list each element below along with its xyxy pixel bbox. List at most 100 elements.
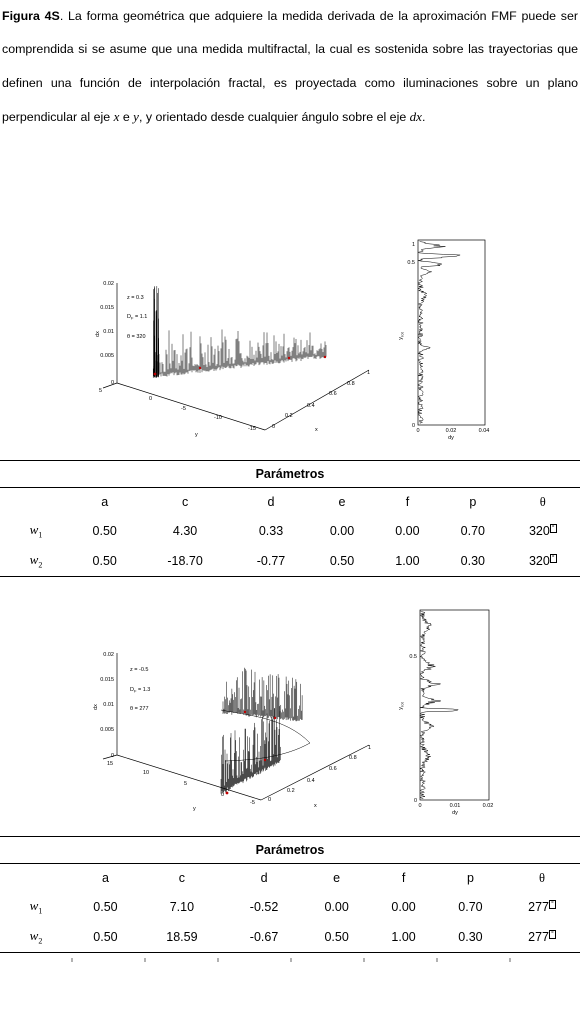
table1-header-f: f [405, 495, 410, 509]
figure2-3d-plot: 0.02 0.015 0.01 0.005 0 dx z = -0.5 DF =… [93, 652, 371, 812]
table1-header-c: c [181, 495, 189, 509]
f1-y-tick-1: 0 [149, 396, 152, 402]
f2-projection-curve [419, 610, 459, 799]
table1-w2-e: 0.50 [309, 546, 375, 577]
var-y: y [133, 109, 139, 125]
f2-dx-tick-2: 0.01 [103, 702, 114, 708]
f1-dx-tick-3: 0.005 [100, 353, 114, 359]
f1-dx-tick-4: 0 [111, 380, 114, 386]
table2-title: Parámetros [0, 836, 580, 864]
table1-w2-p: 0.30 [440, 546, 506, 577]
f1-red-points [153, 355, 327, 376]
degree-symbol-icon: ° [548, 899, 556, 909]
f2p-y-label: yrot [398, 701, 405, 709]
table2-w2-e: 0.50 [303, 922, 371, 953]
table1-header-d: d [267, 495, 275, 509]
table2-w1-p: 0.70 [458, 900, 483, 914]
table2-header-f: f [401, 871, 406, 885]
f1-annot-z: z = 0.3 [127, 295, 144, 301]
f1-x-tick-4: 0.8 [347, 381, 355, 387]
f1p-y-tick-2: 0 [412, 423, 415, 429]
parameters-table-1: Parámetros a c d e f p θ w1 0.50 4.30 0.… [0, 460, 580, 577]
table2-w1-c: 7.10 [169, 900, 195, 914]
table1-header-a: a [101, 495, 109, 509]
table2-w1-d: -0.52 [249, 900, 279, 914]
f2-y-tick-2: 5 [184, 781, 187, 787]
parameters-table-2: Parámetros a c d e f p θ w1 0.50 7.10 -0… [0, 836, 580, 953]
f1-x-tick-1: 0.2 [285, 413, 293, 419]
f2-curve [220, 709, 311, 762]
f1p-x-tick-0: 0 [416, 428, 419, 434]
f1-y-tick-3: -10 [214, 415, 222, 421]
f2-dx-tick-1: 0.015 [100, 677, 114, 683]
f1-y-label: y [195, 432, 198, 438]
figure1-3d-plot: 0.02 0.015 0.01 0.005 0 dx z = 0.3 DF = … [95, 281, 370, 438]
table2-header-p: p [466, 871, 474, 885]
f2-y-tick-4: -5 [250, 800, 255, 806]
table2-w2-label: w2 [29, 928, 43, 946]
table1-w2-f: 1.00 [374, 546, 441, 577]
f1p-y-label: yrot [398, 331, 405, 339]
f1-x-tick-5: 1 [367, 370, 370, 376]
f2-annot-theta: θ = 277 [130, 706, 149, 712]
f2-x-tick-4: 0.8 [349, 755, 357, 761]
table2-w1-theta: 277 [528, 900, 549, 914]
table2-w1-f: 0.00 [391, 900, 416, 914]
table1-w1-a: 0.50 [92, 524, 117, 538]
table1-row-w1: w1 0.50 4.30 0.33 0.00 0.00 0.70 320 ° [0, 516, 580, 546]
f2-x-tick-2: 0.4 [307, 778, 315, 784]
f1-x-label: x [315, 427, 318, 433]
table2-w2-theta: 277 [528, 930, 549, 944]
f2-y-tick-1: 10 [143, 770, 149, 776]
f2-red-points [225, 710, 277, 795]
table2-w1-e: 0.00 [324, 900, 349, 914]
f1p-y-tick-1: 0.5 [407, 260, 415, 266]
var-dx: dx [409, 109, 422, 125]
table2-row-w2: w2 0.50 18.59 -0.67 0.50 1.00 0.30 277 ° [0, 922, 580, 953]
table1-w1-e: 0.00 [329, 524, 355, 538]
figure2-projection-plot: 0.5 0 yrot 0 0.01 0.02 dy [398, 609, 493, 816]
table1-header-theta: θ [539, 494, 546, 509]
f2-x-tick-1: 0.2 [287, 788, 295, 794]
f1-dx-tick-1: 0.015 [100, 305, 114, 311]
table1-w1-p: 0.70 [460, 524, 486, 538]
f1-projection-curve [417, 240, 461, 424]
table1-w2-theta: 320 [528, 554, 550, 568]
f2-y-tick-3: 0 [221, 792, 224, 798]
f1-y-tick-4: -15 [248, 426, 256, 432]
table1-w1-theta: 320 [528, 524, 550, 538]
table2-w2-a: 0.50 [72, 922, 139, 953]
f2-x-tick-5: 1 [368, 745, 371, 751]
f2p-x-label: dy [452, 810, 458, 816]
figure-label: Figura 4S [2, 9, 60, 23]
degree-symbol-icon: ° [549, 553, 557, 563]
table2-w1-label: w1 [29, 898, 43, 916]
caption-text-3: . [421, 110, 426, 125]
f2-annot-z: z = -0.5 [130, 667, 149, 673]
degree-symbol-icon: ° [548, 929, 556, 939]
table1-w2-d: -0.77 [232, 546, 310, 577]
f2-y-tick-0: 15 [107, 761, 113, 767]
f2-x-tick-3: 0.6 [329, 766, 337, 772]
f1-x-tick-3: 0.6 [329, 391, 337, 397]
table1-w2-c: -18.70 [137, 546, 233, 577]
table2-w2-p: 0.30 [437, 922, 504, 953]
f1p-y-tick-0: 1 [412, 242, 415, 248]
f1-x-tick-2: 0.4 [307, 403, 315, 409]
f2-x-label: x [314, 803, 317, 809]
f1p-x-tick-2: 0.04 [479, 428, 490, 434]
table1-w1-f: 0.00 [395, 524, 420, 538]
table1-row-w2: w2 0.50 -18.70 -0.77 0.50 1.00 0.30 320 ° [0, 546, 580, 577]
figure-caption: Figura 4S. La forma geométrica que adqui… [2, 0, 578, 135]
f1-dx-tick-0: 0.02 [103, 281, 114, 287]
caption-text-2: , y orientado desde cualquier ángulo sob… [138, 110, 410, 125]
f2-x-tick-0: 0 [268, 797, 271, 803]
table2-w2-f: 1.00 [370, 922, 438, 953]
caption-text-1: . La forma geométrica que adquiere la me… [2, 9, 578, 125]
table2-w1-a: 0.50 [93, 900, 118, 914]
f1-annot-df: DF = 1.1 [127, 314, 147, 321]
f1-y-tick-0: 5 [99, 388, 102, 394]
degree-symbol-icon: ° [549, 523, 557, 533]
table1-w1-c: 4.30 [172, 524, 198, 538]
table2-header-e: e [333, 871, 341, 885]
